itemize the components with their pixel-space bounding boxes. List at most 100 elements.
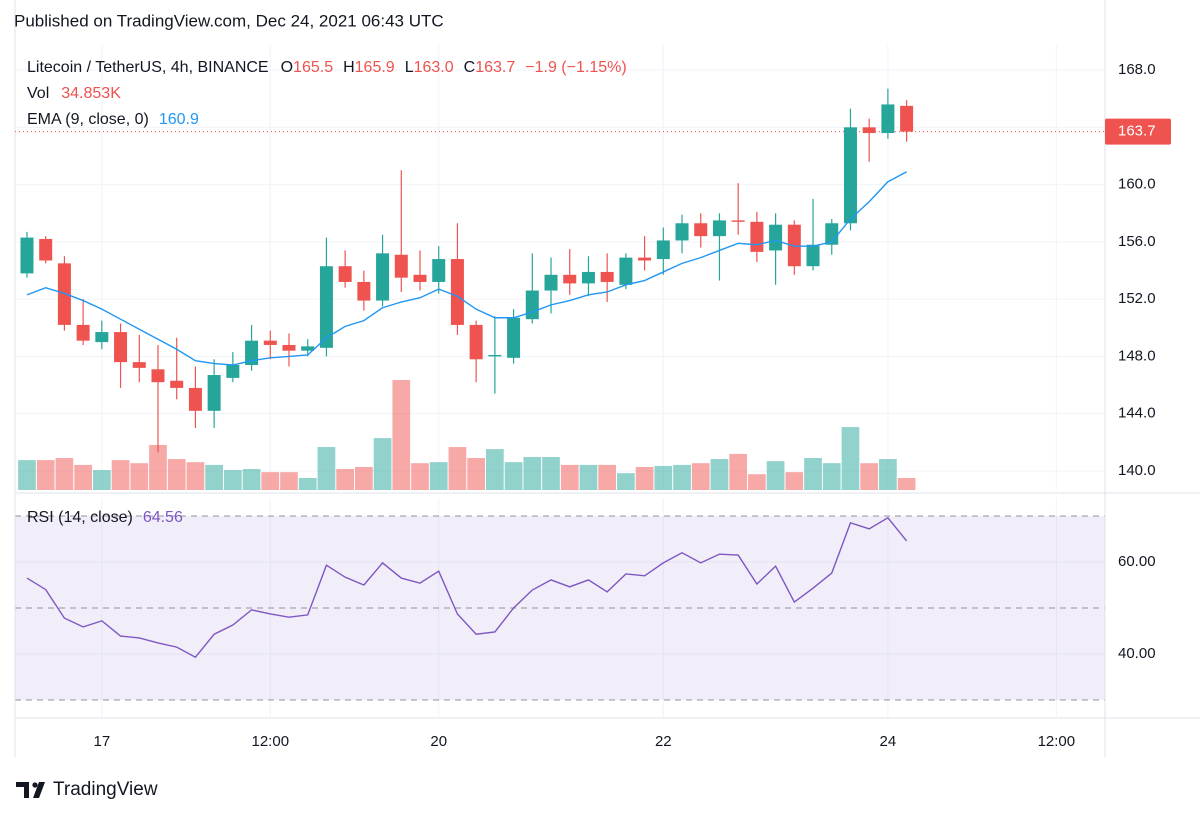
- candle-body: [376, 253, 390, 301]
- legend-key: O: [281, 59, 293, 76]
- volume-bar: [186, 462, 205, 490]
- volume-bar: [504, 462, 523, 490]
- volume-bar: [822, 463, 841, 490]
- candle-body: [769, 224, 783, 251]
- volume-bar: [223, 470, 242, 490]
- candle-body: [525, 290, 539, 320]
- volume-bar: [729, 453, 748, 490]
- candle-body: [469, 324, 483, 360]
- candle-body: [825, 223, 839, 245]
- volume-bar: [766, 461, 785, 490]
- candle-body: [301, 346, 315, 351]
- y-tick-label: 144.0: [1118, 405, 1156, 422]
- volume-bar: [18, 460, 36, 490]
- candle-body: [450, 259, 464, 325]
- rsi-line: [26, 516, 908, 659]
- legend-key: L: [405, 59, 414, 76]
- volume-bar: [635, 466, 654, 490]
- volume-bar: [373, 438, 392, 490]
- y-tick-label: 148.0: [1118, 347, 1156, 364]
- candle-body: [76, 324, 90, 341]
- candle-body: [151, 369, 165, 383]
- x-tick-label: 12:00: [1038, 733, 1076, 750]
- candle-body: [694, 223, 708, 237]
- volume-bar: [654, 465, 673, 490]
- volume-bar: [411, 463, 429, 490]
- rsi-tick-label: 40.00: [1118, 645, 1156, 662]
- candle-body: [731, 220, 745, 222]
- legend-value: 163.7: [475, 59, 515, 76]
- y-tick-label: 156.0: [1118, 233, 1156, 250]
- rsi-name: RSI (14, close): [27, 509, 133, 526]
- volume-bar: [36, 460, 55, 490]
- volume-bar: [841, 427, 860, 490]
- candle-body: [881, 104, 895, 134]
- candle-body: [114, 332, 128, 363]
- volume-bar: [691, 463, 710, 490]
- volume-bar: [486, 449, 504, 490]
- volume-bar: [560, 464, 579, 490]
- volume-bar: [167, 459, 186, 490]
- volume-bar: [261, 472, 280, 490]
- candle-body: [226, 365, 240, 378]
- x-tick-label: 17: [93, 733, 110, 750]
- candle-body: [619, 257, 633, 285]
- candle-body: [843, 127, 857, 224]
- volume-bar: [748, 474, 766, 490]
- rsi-value: 64.56: [143, 509, 183, 526]
- candle-body: [638, 257, 652, 261]
- legend: Vol 34.853K: [27, 85, 121, 102]
- candle-body: [862, 127, 876, 134]
- candle-body: [656, 240, 670, 260]
- volume-bar: [879, 459, 897, 490]
- candle-body: [394, 254, 408, 278]
- x-tick-label: 24: [880, 733, 897, 750]
- volume-bar: [673, 464, 691, 490]
- y-tick-label: 160.0: [1118, 176, 1156, 193]
- brand: TradingView: [53, 779, 158, 800]
- last-price-label: 163.7: [1118, 123, 1156, 140]
- volume-bar: [617, 473, 635, 490]
- logo: [16, 782, 45, 798]
- volume-bar: [355, 466, 373, 490]
- volume-bar: [542, 457, 560, 490]
- last-price-box: [1105, 118, 1171, 145]
- candle-body: [750, 221, 764, 252]
- legend: Litecoin / TetherUS, 4h, BINANCE O165.5 H1…: [27, 59, 627, 76]
- y-tick-label: 168.0: [1118, 61, 1156, 78]
- legend-value: 163.0: [414, 59, 454, 76]
- volume-bar: [467, 458, 486, 490]
- candle-body: [170, 380, 184, 388]
- candle-body: [432, 259, 446, 282]
- volume-bar: [804, 458, 822, 490]
- ema-name: EMA (9, close, 0): [27, 111, 149, 128]
- legend-key: C: [464, 59, 476, 76]
- volume-bar: [448, 447, 467, 490]
- published: Published on TradingView.com, Dec 24, 20…: [14, 11, 444, 30]
- grid: [15, 45, 1105, 718]
- y-tick-label: 152.0: [1118, 290, 1156, 307]
- volume-bar: [92, 470, 111, 490]
- volume-bar: [336, 469, 355, 490]
- candle-body: [507, 317, 521, 358]
- candle-body: [675, 223, 689, 241]
- candle-body: [357, 281, 371, 301]
- volume-bar: [149, 444, 167, 490]
- volume-bar: [74, 464, 92, 490]
- ema-value: 160.9: [159, 111, 199, 128]
- candle-body: [488, 354, 502, 357]
- volume-bar: [130, 463, 149, 490]
- candle-body: [263, 340, 277, 345]
- candle-body: [600, 271, 614, 282]
- candle-body: [544, 274, 558, 291]
- volume-bar: [111, 460, 130, 490]
- volume-bar: [785, 472, 804, 490]
- y-tick-label: 140.0: [1118, 462, 1156, 479]
- volume-bar: [897, 478, 916, 490]
- vol-name: Vol: [27, 85, 49, 102]
- candle-body: [413, 274, 427, 282]
- candle-body: [245, 340, 259, 366]
- rsi-tick-label: 60.00: [1118, 553, 1156, 570]
- candle-body: [188, 387, 202, 411]
- volume-bar: [429, 462, 448, 490]
